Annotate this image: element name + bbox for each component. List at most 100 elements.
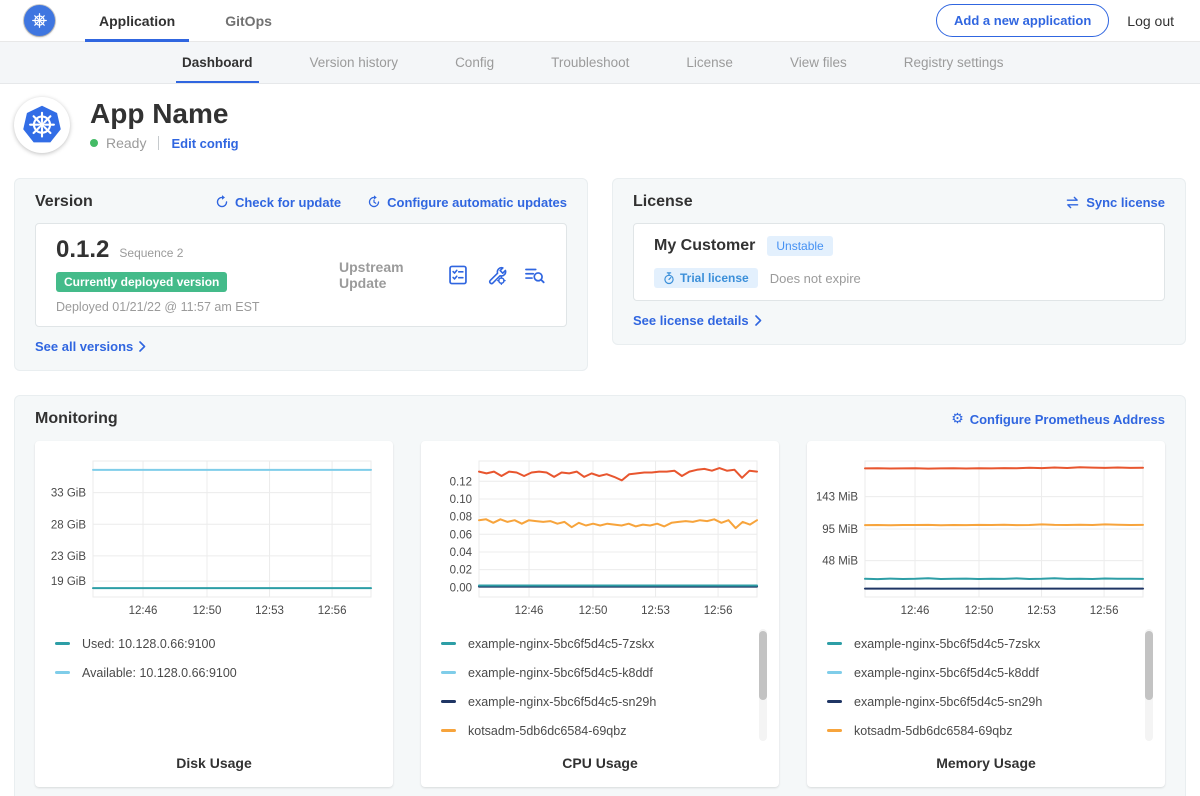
clock-refresh-icon <box>368 195 380 208</box>
cpu-usage-chart: 12:46 12:50 12:53 12:56 0.12 0.10 0.08 0.06 0.04… <box>450 460 758 617</box>
legend-label: example-nginx-5bc6f5d4c5-k8ddf <box>468 665 653 680</box>
monitoring-section: Monitoring ⚙ Configure Prometheus Addres… <box>14 395 1186 796</box>
configure-automatic-updates-link[interactable]: Configure automatic updates <box>367 195 567 210</box>
legend-item[interactable]: kotsadm-5db6dc6584-69qbz <box>441 716 751 743</box>
version-card: Version Check for update <box>14 178 588 371</box>
legend-scrollbar-track <box>1145 629 1153 741</box>
tab-license[interactable]: License <box>686 55 733 70</box>
svg-text:0.08: 0.08 <box>450 512 472 524</box>
legend-label: example-nginx-5bc6f5d4c5-sn29h <box>854 694 1043 709</box>
tab-dashboard[interactable]: Dashboard <box>176 42 259 83</box>
svg-text:0.10: 0.10 <box>450 494 472 506</box>
svg-text:28 GiB: 28 GiB <box>51 519 86 531</box>
page-title: App Name <box>90 98 229 129</box>
preflight-checks-icon[interactable] <box>447 264 469 286</box>
disk-usage-legend: Used: 10.128.0.66:9100 Available: 10.128.… <box>45 627 383 743</box>
legend-scrollbar-thumb[interactable] <box>759 631 767 701</box>
license-expiry: Does not expire <box>769 270 861 286</box>
config-wrench-icon[interactable] <box>485 264 507 286</box>
legend-swatch <box>441 729 456 732</box>
legend-item[interactable]: example-nginx-5bc6f5d4c5-7zskx <box>441 629 751 658</box>
tab-version-history[interactable]: Version history <box>309 55 399 70</box>
cpu-usage-legend: example-nginx-5bc6f5d4c5-7zskx example-ng… <box>431 627 769 743</box>
version-source: Upstream Update <box>339 259 404 291</box>
legend-label: kotsadm-5db6dc6584-69qbz <box>468 723 627 738</box>
see-all-versions-link[interactable]: See all versions <box>35 339 146 354</box>
legend-scrollbar-thumb[interactable] <box>1145 631 1153 701</box>
legend-item[interactable]: example-nginx-5bc6f5d4c5-k8ddf <box>441 658 751 687</box>
chevron-right-icon <box>754 315 761 326</box>
legend-swatch <box>827 729 842 732</box>
tab-troubleshoot[interactable]: Troubleshoot <box>551 55 630 70</box>
svg-text:0.02: 0.02 <box>450 565 472 577</box>
nav-gitops[interactable]: GitOps <box>225 12 272 29</box>
svg-text:12:50: 12:50 <box>193 605 222 617</box>
legend-label: kotsadm-5db6dc6584-69qbz <box>854 723 1013 738</box>
refresh-icon <box>216 195 228 208</box>
svg-text:33 GiB: 33 GiB <box>51 488 86 500</box>
stopwatch-icon <box>664 271 674 284</box>
legend-swatch <box>827 700 842 703</box>
view-files-icon[interactable] <box>523 264 546 286</box>
svg-text:12:53: 12:53 <box>641 605 670 617</box>
svg-text:12:56: 12:56 <box>318 605 347 617</box>
disk-usage-card: 12:46 12:50 12:53 12:56 33 GiB 28 GiB 23 GiB 19… <box>35 441 393 787</box>
topbar-actions: Add a new application Log out <box>936 4 1174 37</box>
deployed-timestamp: Deployed 01/21/22 @ 11:57 am EST <box>56 300 260 314</box>
legend-item[interactable]: example-nginx-5bc6f5d4c5-k8ddf <box>827 658 1137 687</box>
svg-text:12:50: 12:50 <box>579 605 608 617</box>
version-number: 0.1.2 <box>56 236 110 263</box>
app-header: App Name Ready Edit config <box>0 84 1200 168</box>
legend-swatch <box>441 642 456 645</box>
edit-config-link[interactable]: Edit config <box>171 135 239 151</box>
legend-item[interactable]: example-nginx-5bc6f5d4c5-7zskx <box>827 629 1137 658</box>
license-card-title: License <box>633 193 693 210</box>
tab-config[interactable]: Config <box>455 55 495 70</box>
legend-item[interactable]: Available: 10.128.0.66:9100 <box>55 658 365 687</box>
svg-text:12:46: 12:46 <box>901 605 930 617</box>
chevron-right-icon <box>139 341 146 352</box>
legend-swatch <box>55 671 70 674</box>
legend-item[interactable]: example-nginx-5bc6f5d4c5-sn29h <box>441 687 751 716</box>
svg-text:12:46: 12:46 <box>515 605 544 617</box>
legend-item[interactable]: example-nginx-5bc6f5d4c5-sn29h <box>827 687 1137 716</box>
deployed-badge: Currently deployed version <box>56 272 228 292</box>
tab-registry-settings[interactable]: Registry settings <box>903 55 1004 70</box>
svg-text:0.04: 0.04 <box>450 547 473 559</box>
check-for-update-link[interactable]: Check for update <box>215 195 341 210</box>
legend-label: example-nginx-5bc6f5d4c5-k8ddf <box>854 665 1039 680</box>
add-application-button[interactable]: Add a new application <box>936 4 1110 37</box>
logout-link[interactable]: Log out <box>1127 12 1174 29</box>
configure-prometheus-link[interactable]: ⚙ Configure Prometheus Address <box>951 411 1165 427</box>
channel-badge: Unstable <box>767 236 833 256</box>
svg-text:12:53: 12:53 <box>255 605 284 617</box>
legend-swatch <box>441 700 456 703</box>
svg-text:48 MiB: 48 MiB <box>822 556 858 568</box>
svg-text:23 GiB: 23 GiB <box>51 551 86 563</box>
divider <box>158 136 160 150</box>
nav-application[interactable]: Application <box>85 0 190 42</box>
svg-text:0.06: 0.06 <box>450 529 472 541</box>
tab-view-files[interactable]: View files <box>789 55 847 70</box>
svg-text:143 MiB: 143 MiB <box>817 492 858 504</box>
legend-label: Used: 10.128.0.66:9100 <box>82 636 216 651</box>
trial-license-badge: Trial license <box>654 268 758 288</box>
license-card: License Sync license My Customer Unstabl… <box>612 178 1186 345</box>
legend-swatch <box>827 642 842 645</box>
legend-scrollbar-track <box>759 629 767 741</box>
legend-swatch <box>441 671 456 674</box>
svg-text:0.12: 0.12 <box>450 476 472 488</box>
version-card-title: Version <box>35 193 93 210</box>
svg-text:95 MiB: 95 MiB <box>822 524 858 536</box>
legend-item[interactable]: Used: 10.128.0.66:9100 <box>55 629 365 658</box>
svg-text:12:56: 12:56 <box>1090 605 1119 617</box>
see-license-details-link[interactable]: See license details <box>633 313 762 328</box>
sync-license-link[interactable]: Sync license <box>1065 195 1165 210</box>
legend-label: example-nginx-5bc6f5d4c5-7zskx <box>468 636 655 651</box>
memory-usage-chart: 12:46 12:50 12:53 12:56 143 MiB 95 MiB 48 MiB <box>817 460 1144 617</box>
cpu-usage-card: 12:46 12:50 12:53 12:56 0.12 0.10 0.08 0.06 0.04… <box>421 441 779 787</box>
legend-item[interactable]: kotsadm-5db6dc6584-69qbz <box>827 716 1137 743</box>
topbar: Application GitOps Add a new application… <box>0 0 1200 42</box>
gear-icon: ⚙ <box>951 411 964 427</box>
legend-swatch <box>827 671 842 674</box>
